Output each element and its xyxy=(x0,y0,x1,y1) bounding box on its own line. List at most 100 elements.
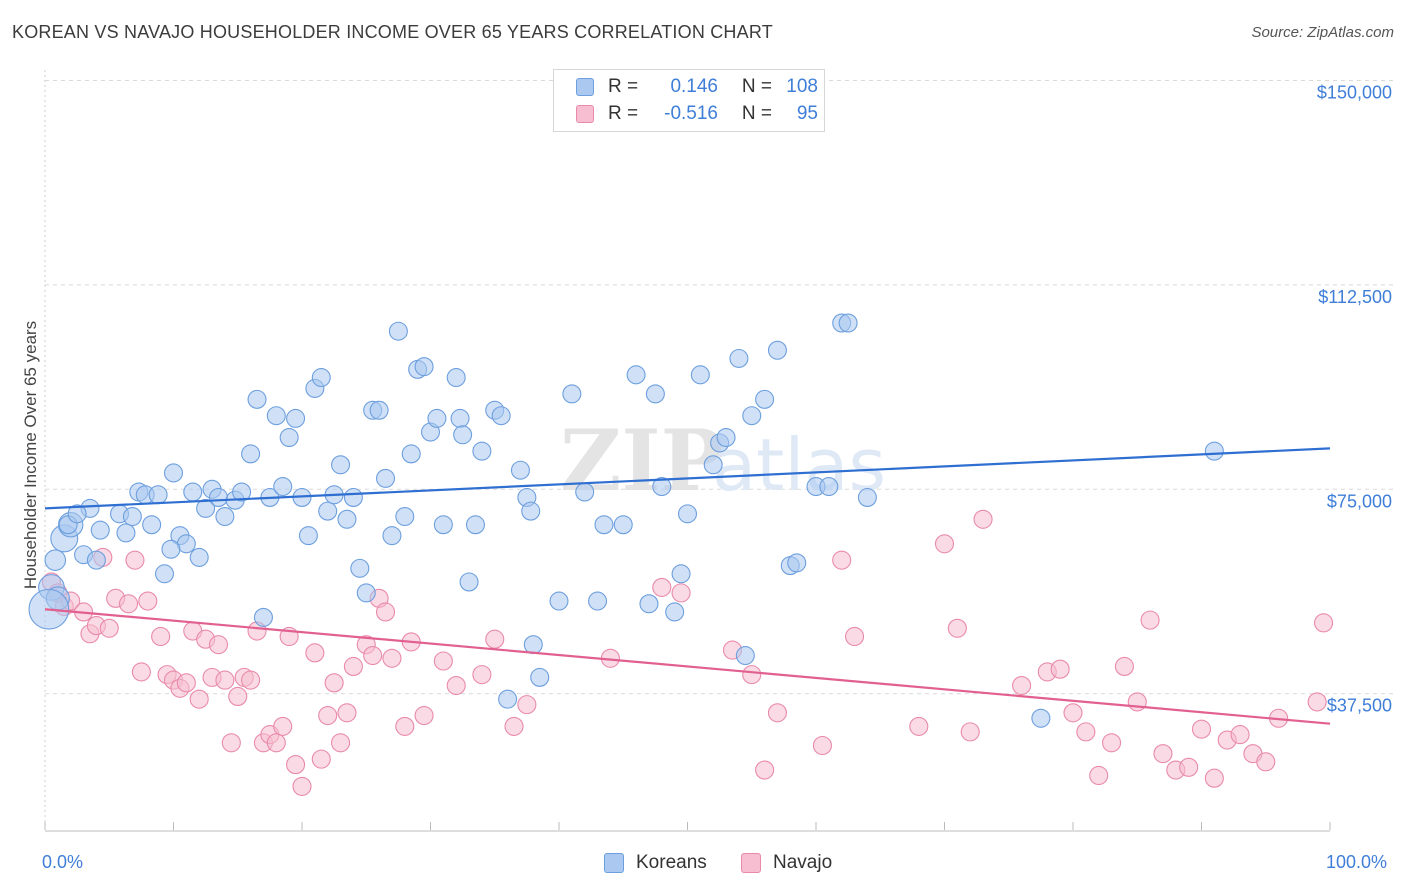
korean-point xyxy=(67,504,87,524)
navajo-point xyxy=(1179,757,1199,777)
korean-point xyxy=(86,550,106,570)
korean-point xyxy=(161,539,181,559)
navajo-point xyxy=(973,509,993,529)
navajo-point xyxy=(1314,613,1334,633)
korean-point xyxy=(142,515,162,535)
korean-point xyxy=(122,507,142,527)
navajo-point xyxy=(472,665,492,685)
navajo-point xyxy=(755,760,775,780)
navajo-point xyxy=(414,705,434,726)
navajo-point xyxy=(1102,733,1122,753)
korean-point xyxy=(116,523,136,543)
watermark: ZIP atlas xyxy=(560,411,886,510)
korean-point xyxy=(665,602,685,622)
navajo-legend-swatch xyxy=(741,853,761,873)
navajo-point xyxy=(324,673,344,693)
korean-point xyxy=(639,594,659,614)
korean-point xyxy=(215,507,235,527)
navajo-point xyxy=(286,755,306,775)
navajo-point xyxy=(305,643,325,663)
korean-point xyxy=(395,507,415,527)
korean-point xyxy=(311,368,331,388)
navajo-point xyxy=(125,550,145,570)
korean-point xyxy=(450,408,470,428)
stats-legend: R = 0.146 N = 108 R = -0.516 N = 95 xyxy=(553,69,825,132)
korean-point xyxy=(154,564,175,584)
korean-point xyxy=(472,441,492,461)
navajo-point xyxy=(1114,656,1134,677)
korean-point xyxy=(787,553,807,573)
y-tick-label: $75,000 xyxy=(1327,491,1392,511)
korean-point xyxy=(465,515,485,535)
navajo-point xyxy=(767,703,788,723)
n-value-koreans: 108 xyxy=(786,76,818,97)
navajo-point xyxy=(960,722,980,742)
korean-point xyxy=(90,520,110,540)
navajo-point xyxy=(382,648,402,668)
korean-point xyxy=(414,357,434,377)
korean-point xyxy=(652,477,672,497)
korean-point xyxy=(453,425,473,445)
navajo-point xyxy=(1089,765,1109,786)
korean-point xyxy=(388,321,408,341)
r-label: R = xyxy=(608,76,639,97)
y-tick-label: $112,500 xyxy=(1318,287,1392,307)
navajo-point xyxy=(138,591,158,611)
navajo-point xyxy=(292,776,312,796)
navajo-point xyxy=(266,733,286,753)
korean-point xyxy=(767,340,787,360)
korean-point xyxy=(350,558,370,578)
korean-point xyxy=(677,504,698,524)
n-label: N = xyxy=(741,103,772,124)
navajo-point xyxy=(1256,752,1276,772)
navajo-point xyxy=(215,670,235,690)
legend-row-navajo: R = -0.516 N = 95 xyxy=(576,101,818,127)
navajo-point xyxy=(1076,722,1096,742)
navajo-legend-label: Navajo xyxy=(773,852,833,873)
korean-point xyxy=(253,607,273,627)
navajo-point xyxy=(844,626,865,647)
n-label: N = xyxy=(741,76,772,97)
y-tick-label: $150,000 xyxy=(1317,82,1392,102)
korean-point xyxy=(401,444,421,464)
korean-point xyxy=(247,389,267,409)
korean-point xyxy=(521,501,541,521)
navajo-point xyxy=(446,675,466,696)
korean-point xyxy=(755,389,775,409)
korean-point xyxy=(446,368,466,388)
navajo-point xyxy=(504,716,524,736)
x-max-label: 100.0% xyxy=(1326,852,1388,872)
korean-point xyxy=(613,515,633,535)
grid-lines xyxy=(45,79,1395,695)
korean-point xyxy=(241,444,261,464)
korean-point xyxy=(594,515,614,535)
korean-point xyxy=(716,427,736,448)
navajo-point xyxy=(375,602,396,622)
navajo-point xyxy=(131,662,151,682)
korean-point xyxy=(562,384,582,404)
watermark-atlas: atlas xyxy=(712,423,886,507)
legend-row-koreans: R = 0.146 N = 108 xyxy=(576,74,818,100)
navajo-point xyxy=(1230,725,1250,745)
korean-point xyxy=(530,667,550,687)
korean-point xyxy=(163,463,184,483)
korean-point xyxy=(549,591,569,611)
navajo-point xyxy=(485,629,505,649)
korean-point xyxy=(729,348,749,368)
korean-point xyxy=(1031,708,1051,728)
navajo-trend-line xyxy=(44,608,1331,725)
navajo-point xyxy=(1153,744,1173,764)
korean-point xyxy=(671,564,691,584)
korean-point xyxy=(148,485,168,505)
korean-point xyxy=(298,526,318,546)
korean-point xyxy=(588,591,608,611)
korean-point xyxy=(273,477,293,497)
navajo-point xyxy=(742,665,762,685)
korean-point xyxy=(376,468,396,488)
navajo-swatch xyxy=(576,105,594,123)
korean-point xyxy=(279,427,299,448)
korean-point xyxy=(703,455,723,475)
koreans-legend-label: Koreans xyxy=(636,852,707,873)
navajo-point xyxy=(812,735,832,756)
navajo-point xyxy=(671,583,691,603)
